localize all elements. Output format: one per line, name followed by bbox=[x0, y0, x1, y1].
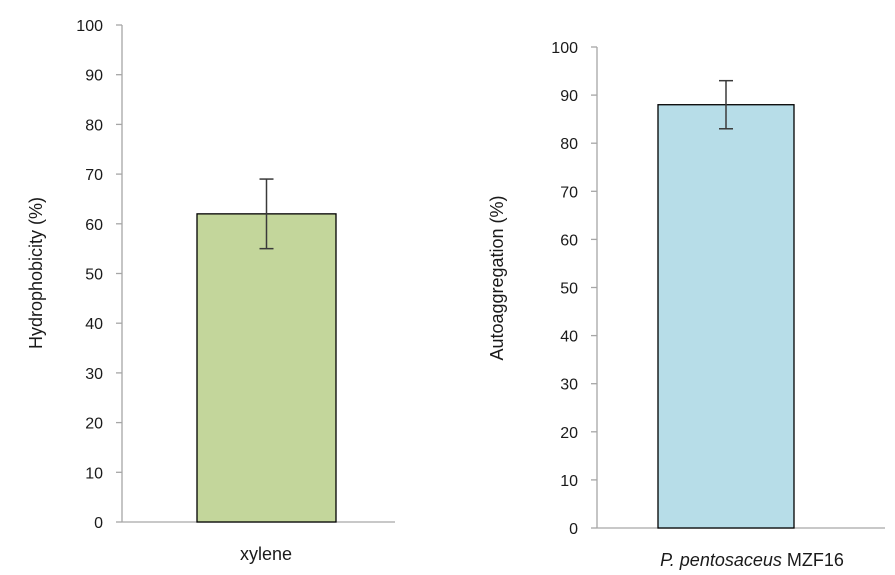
y-tick-label: 90 bbox=[560, 88, 578, 105]
y-tick-label: 80 bbox=[85, 117, 103, 134]
y-tick-label: 0 bbox=[94, 515, 103, 532]
category-label-italic-part: P. pentosaceus bbox=[660, 550, 782, 570]
y-tick-label: 100 bbox=[551, 40, 578, 57]
y-tick-label: 60 bbox=[560, 232, 578, 249]
y-tick-label: 70 bbox=[85, 167, 103, 184]
y-tick-label: 10 bbox=[85, 465, 103, 482]
y-axis-title: Hydrophobicity (%) bbox=[26, 197, 46, 349]
autoaggregation-chart: 0 10 20 30 40 50 60 70 80 90 100 Autoaggregation (… bbox=[487, 40, 885, 570]
y-tick-label: 60 bbox=[85, 217, 103, 234]
category-label-p-pentosaceus: P. pentosaceus MZF16 bbox=[660, 550, 844, 570]
hydrophobicity-chart: 0 10 20 30 40 50 60 70 80 90 100 Hydrophobicity (%… bbox=[26, 18, 395, 564]
y-tick-label: 10 bbox=[560, 473, 578, 490]
y-tick-label: 0 bbox=[569, 521, 578, 538]
y-tick-label: 30 bbox=[560, 377, 578, 394]
y-tick-label: 70 bbox=[560, 184, 578, 201]
error-bar-p-pentosaceus bbox=[719, 79, 733, 130]
y-tick-label: 20 bbox=[85, 416, 103, 433]
y-tick-label: 40 bbox=[560, 329, 578, 346]
bar-p-pentosaceus bbox=[657, 104, 795, 529]
category-label-xylene: xylene bbox=[240, 544, 292, 564]
y-ticks: 0 10 20 30 40 50 60 70 80 90 100 bbox=[551, 40, 597, 538]
y-tick-label: 40 bbox=[85, 316, 103, 333]
y-tick-label: 30 bbox=[85, 366, 103, 383]
bar-xylene bbox=[196, 213, 337, 523]
y-tick-label: 50 bbox=[85, 267, 103, 284]
y-tick-label: 20 bbox=[560, 425, 578, 442]
y-ticks: 0 10 20 30 40 50 60 70 80 90 100 bbox=[76, 18, 122, 532]
category-label-normal-part: MZF16 bbox=[787, 550, 844, 570]
y-tick-label: 90 bbox=[85, 68, 103, 85]
error-bar-xylene bbox=[259, 178, 274, 250]
y-tick-label: 50 bbox=[560, 281, 578, 298]
y-tick-label: 100 bbox=[76, 18, 103, 35]
y-tick-label: 80 bbox=[560, 136, 578, 153]
y-axis-title: Autoaggregation (%) bbox=[487, 195, 507, 360]
